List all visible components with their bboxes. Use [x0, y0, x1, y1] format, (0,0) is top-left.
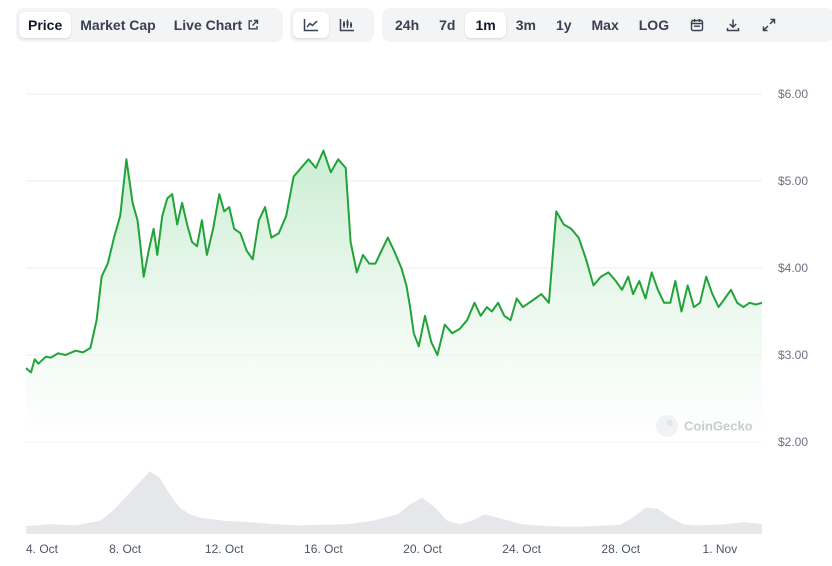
volume-series [26, 471, 762, 534]
line-chart-icon [303, 19, 318, 32]
tab-range-1m[interactable]: 1m [465, 12, 506, 38]
watermark-text: CoinGecko [684, 419, 753, 434]
y-tick-label: $3.00 [778, 348, 808, 362]
line-chart-button[interactable] [293, 12, 329, 38]
tab-range-max[interactable]: Max [582, 12, 629, 38]
y-axis-ticks: $6.00 $5.00 $4.00 $3.00 $2.00 [778, 87, 808, 449]
download-button[interactable] [715, 12, 751, 38]
tab-live-chart[interactable]: Live Chart [165, 12, 268, 38]
price-area-fill [26, 150, 762, 442]
calendar-icon [690, 19, 704, 32]
external-link-icon [248, 19, 259, 30]
tab-range-1m-label: 1m [475, 17, 496, 33]
coingecko-logo-icon [656, 415, 678, 437]
tab-market-cap[interactable]: Market Cap [71, 12, 164, 38]
x-tick-label: 16. Oct [304, 542, 343, 556]
x-tick-label: 8. Oct [109, 542, 142, 556]
watermark: CoinGecko [656, 415, 753, 437]
tab-price[interactable]: Price [19, 12, 72, 38]
tab-range-24h-label: 24h [395, 17, 420, 33]
x-tick-label: 28. Oct [601, 542, 640, 556]
price-series [25, 149, 763, 442]
x-tick-label: 1. Nov [703, 542, 738, 556]
tab-range-7d[interactable]: 7d [429, 12, 465, 38]
chart-toolbar: Price Market Cap Live Chart [16, 8, 832, 42]
x-tick-label: 24. Oct [502, 542, 541, 556]
x-tick-label: 20. Oct [403, 542, 442, 556]
y-tick-label: $5.00 [778, 174, 808, 188]
tab-range-max-label: Max [591, 17, 619, 33]
expand-icon [762, 18, 776, 32]
x-tick-label: 4. Oct [26, 542, 59, 556]
tab-live-chart-label: Live Chart [173, 17, 243, 33]
tab-market-cap-label: Market Cap [80, 17, 156, 33]
tab-price-label: Price [28, 17, 63, 33]
y-tick-label: $4.00 [778, 261, 808, 275]
coingecko-logo-eye [667, 420, 673, 426]
candlestick-chart-button[interactable] [329, 12, 365, 38]
tab-range-1y[interactable]: 1y [546, 12, 582, 38]
calendar-button[interactable] [679, 12, 715, 38]
tab-range-1y-label: 1y [555, 17, 572, 33]
download-icon [726, 19, 740, 32]
tab-log-scale-label: LOG [638, 17, 670, 33]
y-tick-label: $2.00 [778, 435, 808, 449]
candlestick-chart-icon [339, 19, 354, 32]
volume-area [26, 471, 762, 534]
view-tab-group: Price Market Cap Live Chart [16, 8, 283, 42]
expand-button[interactable] [751, 12, 787, 38]
tab-log-scale[interactable]: LOG [629, 12, 679, 38]
tab-range-24h[interactable]: 24h [385, 12, 429, 38]
x-axis-ticks: 4. Oct 8. Oct 12. Oct 16. Oct 20. Oct 24. Oct… [26, 542, 737, 556]
tab-range-7d-label: 7d [439, 17, 456, 33]
price-line [25, 149, 763, 374]
tab-range-3m-label: 3m [515, 17, 536, 33]
range-tab-group: 24h 7d 1m 3m 1y Max LOG [382, 8, 832, 42]
chart-type-group [290, 8, 374, 42]
tab-range-3m[interactable]: 3m [506, 12, 546, 38]
y-tick-label: $6.00 [778, 87, 808, 101]
x-tick-label: 12. Oct [205, 542, 244, 556]
